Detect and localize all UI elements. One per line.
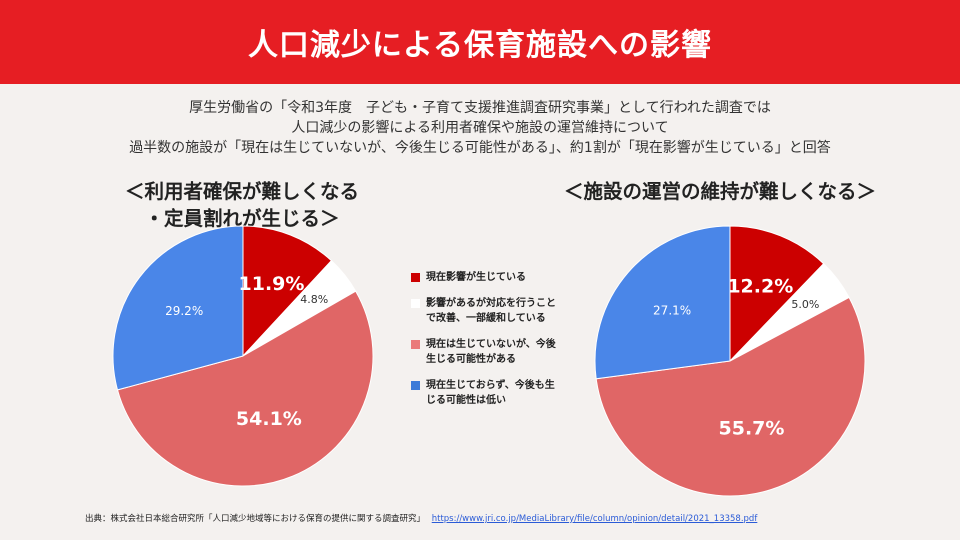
pie-slice: [116, 290, 374, 487]
pie-slice-label: 12.2%: [727, 276, 793, 298]
pie-slice-label: 11.9%: [239, 273, 305, 295]
legend-item: 現在影響が生じている: [411, 270, 561, 285]
intro-line: 厚生労働省の「令和3年度 子ども・子育て支援推進調査研究事業」として行われた調査…: [189, 100, 771, 116]
pie-slice: [729, 225, 825, 363]
left-chart-title-line2: ・定員割れが生じる＞: [144, 207, 340, 230]
source-link[interactable]: https://www.jri.co.jp/MediaLibrary/file/…: [431, 514, 758, 524]
pie-slice-label: 5.0%: [791, 298, 819, 311]
legend-item: 現在生じておらず、今後も生じる可能性は低い: [411, 378, 561, 408]
left-pie-chart: 11.9%4.8% 54.1% 29.2%: [112, 225, 374, 487]
legend-label: 影響があるが対応を行うことで改善、一部緩和している: [426, 298, 556, 324]
left-chart-title: ＜利用者確保が難しくなる ・定員割れが生じる＞: [72, 178, 412, 232]
legend-label: 現在影響が生じている: [426, 272, 526, 283]
pie-slice-label: 27.1%: [653, 303, 691, 317]
intro-text: 厚生労働省の「令和3年度 子ども・子育て支援推進調査研究事業」として行われた調査…: [0, 98, 960, 158]
pie-slice-label: 54.1%: [236, 408, 302, 430]
right-pie-chart: 12.2%5.0% 55.7% 27.1%: [594, 225, 866, 497]
pie-slice: [595, 296, 866, 497]
pie-slice: [594, 225, 731, 380]
legend: 現在影響が生じている 影響があるが対応を行うことで改善、一部緩和している 現在は…: [411, 270, 561, 419]
pie-slice: [242, 225, 333, 358]
intro-line: 過半数の施設が「現在は生じていないが、今後生じる可能性がある」、約1割が「現在影…: [129, 140, 831, 156]
legend-label: 現在は生じていないが、今後生じる可能性がある: [426, 339, 556, 365]
legend-swatch: [411, 381, 420, 390]
legend-label: 現在生じておらず、今後も生じる可能性は低い: [426, 380, 555, 406]
legend-swatch: [411, 340, 420, 349]
right-chart-title: ＜施設の運営の維持が難しくなる＞: [563, 180, 876, 203]
source-citation: 出典：株式会社日本総合研究所「人口減少地域等における保育の提供に関する調査研究」…: [85, 512, 945, 524]
page-title: 人口減少による保育施設への影響: [247, 28, 713, 63]
legend-item: 影響があるが対応を行うことで改善、一部緩和している: [411, 296, 561, 326]
pie-slice-label: 55.7%: [719, 417, 785, 439]
pie-slice: [112, 225, 244, 391]
legend-swatch: [411, 299, 420, 308]
title-banner: 人口減少による保育施設への影響: [0, 0, 960, 84]
left-chart-title-line1: ＜利用者確保が難しくなる: [124, 180, 359, 203]
intro-line: 人口減少の影響による利用者確保や施設の運営維持について: [291, 120, 669, 136]
pie-slice-label: 29.2%: [165, 304, 203, 318]
pie-slice-label: 4.8%: [300, 293, 328, 306]
source-text: 出典：株式会社日本総合研究所「人口減少地域等における保育の提供に関する調査研究」: [85, 514, 426, 524]
legend-swatch: [411, 273, 420, 282]
legend-item: 現在は生じていないが、今後生じる可能性がある: [411, 337, 561, 367]
